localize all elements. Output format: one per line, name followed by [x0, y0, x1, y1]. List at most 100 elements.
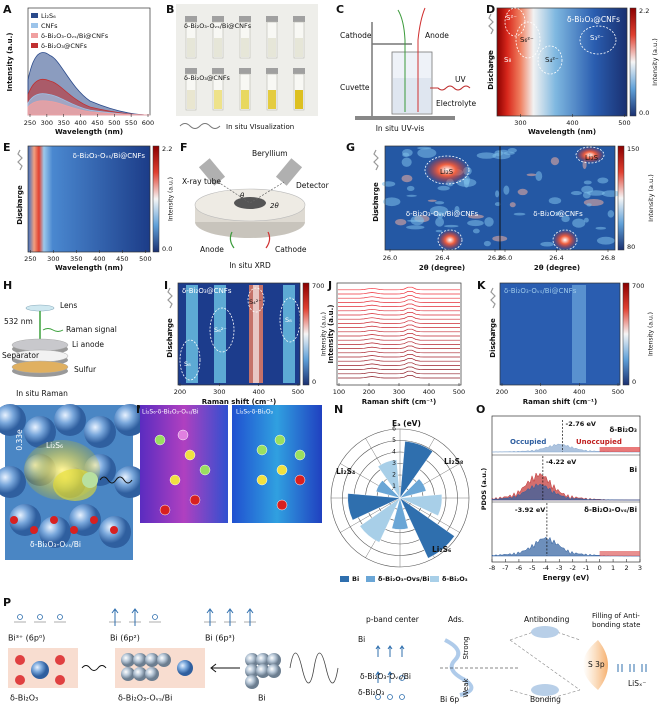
colorbar-tick: 0.0 [639, 109, 649, 117]
label: 0.33e [15, 429, 24, 451]
label: Discharge [489, 318, 497, 358]
atom [294, 474, 306, 486]
heatmap-speckle [401, 157, 412, 167]
wavy-arrow [99, 476, 133, 484]
label: Energy (eV) [543, 574, 590, 582]
label: Unoccupied [576, 438, 622, 446]
region-outline [537, 45, 563, 75]
x-tick-label: -7 [502, 564, 508, 572]
label: S₈ [285, 316, 292, 324]
s3p-lobe [583, 640, 608, 690]
x-tick-label: -1 [583, 564, 589, 572]
lens [25, 304, 55, 312]
panel-label: A [3, 3, 12, 16]
heatmap-band [253, 285, 259, 383]
colorbar-tick: 700 [632, 282, 644, 290]
vial-liquid [295, 38, 303, 57]
label: Filling of Anti- [592, 612, 640, 620]
panel-title: δ-Bi₂O₃@CNFs [182, 287, 232, 295]
label: Sulfur [74, 365, 97, 374]
spin-arrow [399, 645, 405, 657]
label: δ-Bi₂O₃-Oᵥₛ/Bi [30, 540, 81, 549]
raman-trace [338, 299, 460, 303]
legend-swatch [31, 13, 38, 18]
heatmap-speckle [586, 203, 592, 207]
label: Raman shift (cm⁻¹) [362, 398, 437, 406]
heatmap-speckle [476, 152, 497, 159]
heatmap-speckle [513, 212, 526, 216]
o-atom [110, 526, 118, 534]
caption: In situ Raman [16, 389, 68, 398]
legend-label: Bi [352, 575, 359, 583]
bi-atom [267, 653, 281, 667]
polar-wedge [399, 478, 427, 499]
bi-atom [39, 516, 71, 548]
label: Bi [358, 635, 365, 644]
vial-liquid [241, 90, 249, 109]
plot-frame [27, 145, 151, 253]
label: Intensity (a.u.) [168, 177, 175, 221]
xray-tube [198, 158, 226, 186]
heatmap-speckle [584, 217, 589, 223]
x-tick-label: 300 [41, 119, 53, 127]
spin-arrow [375, 645, 381, 657]
label: X-ray tube [182, 177, 221, 186]
discharge-arrow [490, 327, 496, 348]
vial-liquid [295, 90, 303, 109]
label: S₆²⁻ [520, 36, 534, 44]
o-atom [90, 516, 98, 524]
empty-orbital [375, 694, 381, 700]
x-tick-label: 26.4 [549, 254, 563, 262]
dos-area [491, 483, 640, 501]
label: S₆²⁻ [214, 326, 227, 334]
stand-base [355, 116, 455, 120]
o-atom [55, 675, 65, 685]
empty-orbital [152, 614, 158, 620]
vial-liquid [187, 38, 195, 57]
polar-wedge [391, 497, 409, 530]
panel-title: δ-Bi₂O₃@CNFs [533, 210, 583, 218]
legend-swatch [430, 576, 439, 582]
region-outline [209, 307, 235, 353]
cell-layer [11, 360, 69, 374]
x-tick-label: -4 [543, 564, 549, 572]
raman-trace [338, 324, 460, 328]
vial-cap [185, 68, 197, 74]
raman-trace [338, 328, 460, 333]
label: Cathode [340, 31, 372, 40]
heatmap-speckle [535, 171, 543, 182]
atom [256, 474, 268, 486]
panel-title: δ-Bi₂O₃-Oᵥₛ/Bi@CNFs [73, 152, 146, 160]
x-tick-label: 300 [47, 255, 59, 263]
label: S₈ [184, 360, 191, 368]
empty-orbital [17, 614, 23, 620]
heatmap-speckle [570, 191, 582, 196]
colorbar [302, 282, 310, 386]
empty-orbital [57, 614, 63, 620]
dos-unoccupied [599, 447, 640, 452]
colorbar-tick: 80 [627, 243, 635, 251]
anode-lead [229, 231, 235, 249]
vial-cap [212, 68, 224, 74]
atom [256, 444, 268, 456]
r-tick-label: 4 [392, 449, 396, 456]
heatmap-speckle [467, 220, 484, 227]
label: Lens [60, 301, 77, 310]
vial-cap [293, 68, 305, 74]
bi-atom [267, 664, 281, 678]
polar-spoke [340, 497, 401, 533]
colorbar-tick: 2.2 [639, 7, 649, 15]
empty-orbital [399, 675, 405, 681]
panel-label: O [476, 403, 485, 416]
x-tick-label: 400 [573, 388, 585, 396]
heatmap [178, 283, 300, 385]
polar-wedge [399, 494, 443, 517]
heatmap-speckle [395, 218, 407, 226]
label: Li₂S₄ [336, 467, 355, 476]
colorbar-tick: 0 [312, 378, 316, 386]
label: Raman shift (cm⁻¹) [523, 398, 598, 406]
electrolyte [393, 78, 431, 113]
polar-wedge [399, 441, 433, 499]
region-outline [247, 287, 265, 313]
spin-arrow [246, 608, 254, 626]
